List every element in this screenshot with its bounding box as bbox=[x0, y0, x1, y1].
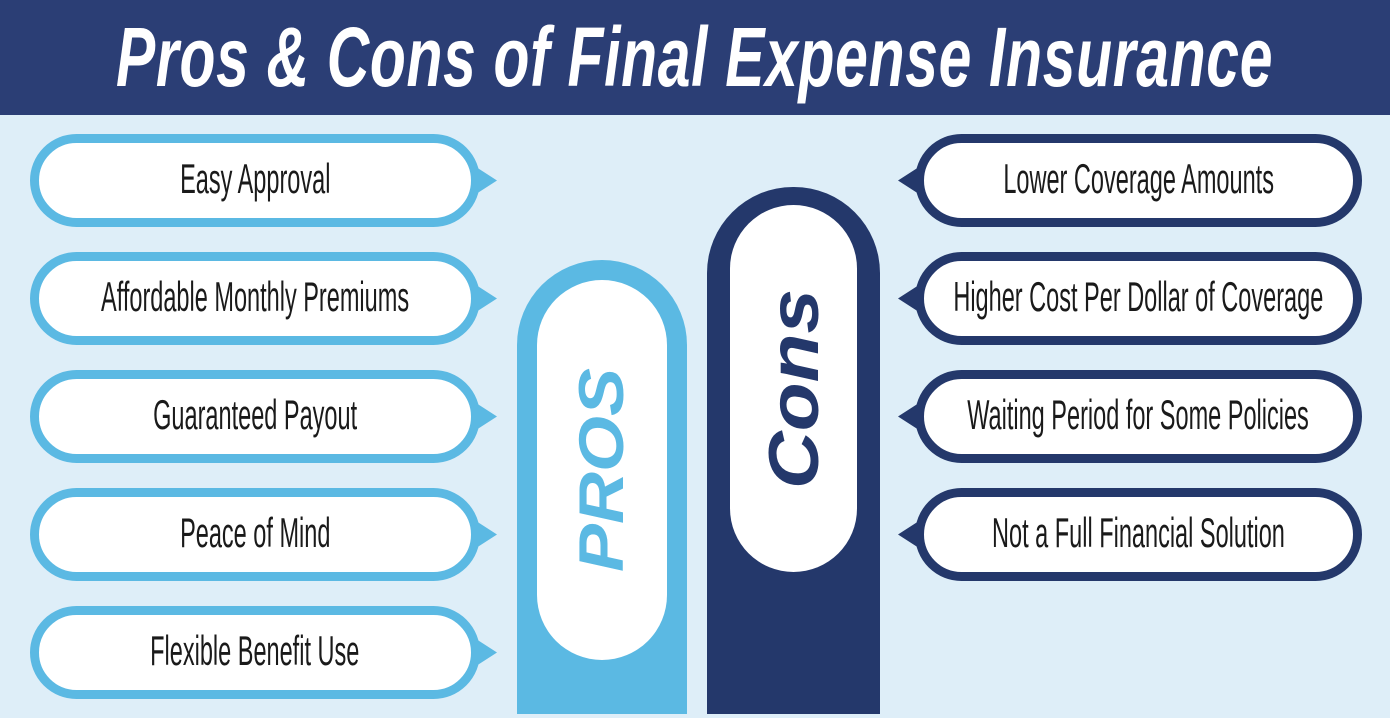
arrow-left-icon bbox=[898, 275, 924, 322]
arrow-left-icon bbox=[898, 393, 924, 440]
pros-item-pill: Guaranteed Payout bbox=[30, 370, 497, 463]
cons-item-pill: Higher Cost Per Dollar of Coverage bbox=[898, 252, 1362, 345]
cons-item-pill: Waiting Period for Some Policies bbox=[898, 370, 1362, 463]
pros-item-label: Flexible Benefit Use bbox=[150, 626, 360, 674]
pros-item-label: Easy Approval bbox=[179, 154, 331, 202]
arrow-left-icon bbox=[898, 157, 924, 204]
pros-item-pill: Flexible Benefit Use bbox=[30, 606, 497, 699]
cons-item-label: Higher Cost Per Dollar of Coverage bbox=[953, 272, 1324, 320]
arrow-right-icon bbox=[471, 511, 497, 558]
pros-capsule-label: PROS bbox=[566, 367, 638, 573]
title-banner: Pros & Cons of Final Expense Insurance bbox=[0, 0, 1390, 115]
cons-item-label: Waiting Period for Some Policies bbox=[967, 390, 1310, 438]
cons-item-label: Lower Coverage Amounts bbox=[1003, 154, 1274, 202]
cons-item-pill: Lower Coverage Amounts bbox=[898, 134, 1362, 227]
arrow-right-icon bbox=[471, 393, 497, 440]
pros-item-label: Peace of Mind bbox=[179, 508, 331, 556]
cons-capsule-label: Cons bbox=[753, 288, 833, 489]
pros-capsule: PROS bbox=[517, 260, 687, 714]
cons-item-pill: Not a Full Financial Solution bbox=[898, 488, 1362, 581]
pros-item-label: Affordable Monthly Premiums bbox=[100, 272, 410, 320]
pros-item-pill: Affordable Monthly Premiums bbox=[30, 252, 497, 345]
cons-item-label: Not a Full Financial Solution bbox=[992, 508, 1285, 556]
arrow-right-icon bbox=[471, 157, 497, 204]
arrow-right-icon bbox=[471, 629, 497, 676]
page-title: Pros & Cons of Final Expense Insurance bbox=[116, 10, 1274, 104]
pros-item-pill: Easy Approval bbox=[30, 134, 497, 227]
cons-capsule: Cons bbox=[707, 187, 880, 714]
cons-capsule-inner: Cons bbox=[730, 205, 857, 572]
pros-item-pill: Peace of Mind bbox=[30, 488, 497, 581]
arrow-left-icon bbox=[898, 511, 924, 558]
pros-item-label: Guaranteed Payout bbox=[152, 390, 357, 438]
pros-capsule-inner: PROS bbox=[537, 280, 667, 660]
arrow-right-icon bbox=[471, 275, 497, 322]
